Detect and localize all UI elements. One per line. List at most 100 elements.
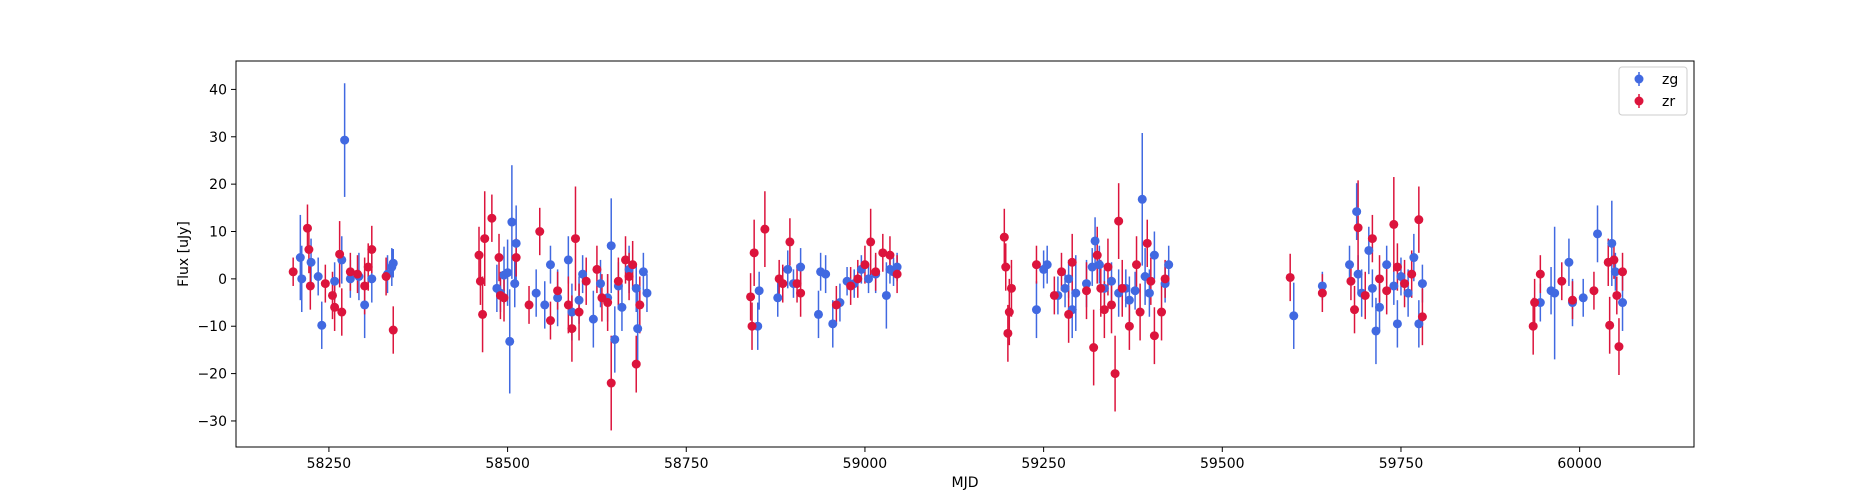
point-zr xyxy=(871,267,881,277)
point-zr xyxy=(621,255,631,265)
point-zg xyxy=(1353,269,1363,279)
point-zg xyxy=(1607,238,1617,248)
point-zg xyxy=(317,320,327,330)
point-zr xyxy=(567,324,577,334)
point-zg xyxy=(596,279,605,289)
point-zg xyxy=(1090,236,1100,246)
point-zr xyxy=(1618,267,1628,277)
point-zr xyxy=(1160,274,1170,284)
point-zr xyxy=(1146,276,1156,286)
legend-item-zg: zg xyxy=(1634,72,1678,88)
point-zr xyxy=(353,269,362,279)
legend-zg-marker xyxy=(1634,74,1644,84)
point-zg xyxy=(531,288,541,298)
point-zg xyxy=(1367,283,1377,293)
point-zg xyxy=(1375,302,1385,312)
point-zr xyxy=(367,245,377,255)
point-zg xyxy=(1149,250,1159,260)
point-zr xyxy=(1350,305,1360,315)
x-tick-label: 58750 xyxy=(664,456,709,472)
point-zg xyxy=(1392,319,1402,329)
point-zg xyxy=(864,274,874,284)
point-zr xyxy=(330,302,340,312)
point-zg xyxy=(295,253,305,263)
point-zr xyxy=(1589,286,1599,296)
point-zg xyxy=(1610,267,1620,277)
point-zg xyxy=(1071,288,1081,298)
point-zr xyxy=(892,269,902,279)
point-zr xyxy=(1346,276,1356,286)
point-zg xyxy=(297,274,307,284)
point-zg xyxy=(1414,319,1424,329)
point-zr xyxy=(1353,223,1363,233)
point-zr xyxy=(1082,286,1091,296)
y-axis-label: Flux [uJy] xyxy=(176,221,192,287)
point-zr xyxy=(1067,257,1077,267)
point-zr xyxy=(635,300,645,310)
point-zg xyxy=(1094,260,1104,270)
point-zg xyxy=(545,260,555,270)
point-zr xyxy=(1149,331,1159,341)
legend-item-zr: zr xyxy=(1634,94,1675,110)
point-zr xyxy=(749,248,759,258)
point-zr xyxy=(613,276,623,286)
point-zr xyxy=(792,279,802,289)
point-zr xyxy=(487,213,497,223)
point-zr xyxy=(1568,295,1577,305)
point-zr xyxy=(320,279,330,289)
point-zr xyxy=(1064,309,1074,319)
point-zr xyxy=(785,237,795,247)
point-zr xyxy=(327,290,337,300)
point-zg xyxy=(1060,283,1070,293)
point-zg xyxy=(754,286,764,296)
point-zr xyxy=(1417,312,1427,322)
point-zg xyxy=(617,302,627,312)
point-zg xyxy=(1371,326,1381,336)
plot-area-frame xyxy=(235,60,1695,448)
point-zr xyxy=(1609,255,1619,265)
point-zr xyxy=(475,276,485,286)
y-axis: −30 −20 −10 0 10 20 30 40 xyxy=(197,82,236,430)
legend-zr-label: zr xyxy=(1662,94,1675,110)
point-zg xyxy=(1564,257,1574,267)
points-layer xyxy=(288,135,1628,388)
point-zr xyxy=(999,232,1009,242)
point-zr xyxy=(628,260,638,270)
point-zr xyxy=(1530,298,1540,308)
point-zr xyxy=(478,309,488,319)
point-zg xyxy=(1144,288,1154,298)
x-tick-label: 59250 xyxy=(1021,456,1066,472)
point-zr xyxy=(337,307,347,317)
point-zg xyxy=(633,324,643,334)
point-zr xyxy=(1092,250,1102,260)
y-tick-label: 10 xyxy=(209,225,227,241)
point-zg xyxy=(510,279,520,289)
point-zg xyxy=(1409,253,1419,263)
point-zg xyxy=(606,241,616,251)
point-zg xyxy=(1064,274,1074,284)
y-tick-label: −30 xyxy=(197,414,227,430)
point-zr xyxy=(1107,300,1117,310)
point-zg xyxy=(360,300,370,310)
point-zr xyxy=(866,237,876,247)
point-zr xyxy=(545,316,555,326)
point-zr xyxy=(305,281,315,291)
point-zr xyxy=(606,378,616,388)
point-zg xyxy=(563,255,573,265)
point-zr xyxy=(1375,274,1385,284)
point-zr xyxy=(1528,321,1538,331)
point-zr xyxy=(831,300,841,310)
point-zg xyxy=(796,262,806,272)
y-tick-label: 40 xyxy=(209,82,227,98)
point-zr xyxy=(1407,269,1417,279)
point-zr xyxy=(860,260,870,270)
point-zg xyxy=(567,307,577,317)
point-zg xyxy=(540,300,550,310)
point-zg xyxy=(1164,260,1174,270)
y-tick-label: 30 xyxy=(209,130,227,146)
point-zr xyxy=(878,248,888,258)
point-zr xyxy=(760,224,770,234)
point-zg xyxy=(313,271,323,281)
point-zr xyxy=(1089,343,1099,353)
point-zg xyxy=(1578,293,1588,303)
